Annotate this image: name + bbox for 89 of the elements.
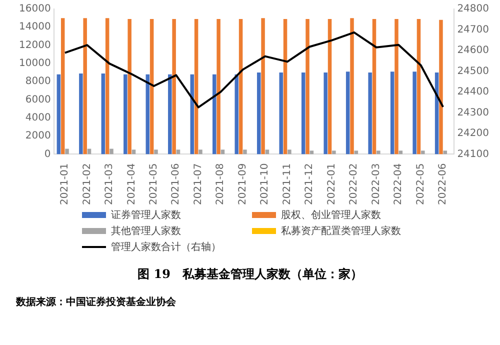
bar: [132, 150, 136, 154]
bar: [346, 72, 350, 154]
x-tick-label: 2021-03: [104, 163, 116, 206]
x-tick-label: 2021-06: [170, 163, 182, 206]
bar: [390, 72, 394, 154]
bar: [283, 18, 288, 154]
bar: [146, 74, 150, 154]
bar: [56, 74, 61, 154]
bar: [439, 20, 443, 154]
bar: [261, 18, 265, 154]
x-tick-label: 2021-11: [282, 163, 293, 206]
x-tick-label: 2021-09: [237, 163, 248, 206]
bar: [83, 18, 87, 154]
bar: [372, 18, 376, 154]
x-tick-label: 2021-01: [60, 163, 71, 206]
x-tick-label: 2022-02: [348, 163, 360, 206]
x-tick-label: 2022-01: [326, 163, 338, 206]
bar: [288, 150, 292, 154]
bar: [79, 73, 83, 154]
x-tick-label: 2022-05: [415, 163, 426, 206]
bar: [220, 150, 225, 154]
y2-tick-label: 24700: [457, 24, 489, 36]
bar: [101, 73, 106, 154]
x-tick-label: 2021-12: [304, 163, 316, 206]
x-tick-label: 2021-07: [192, 163, 204, 206]
bar: [324, 72, 328, 154]
x-tick-label: 2022-06: [438, 163, 449, 206]
bar: [243, 150, 247, 154]
bar: [328, 18, 332, 154]
y-tick-label: 14000: [19, 22, 51, 33]
y-tick-label: 0: [44, 148, 51, 160]
legend-label: 其他管理人家数: [110, 224, 182, 238]
y2-tick-label: 24200: [457, 128, 489, 140]
bar: [301, 72, 306, 154]
legend-label: 股权、创业管理人家数: [280, 208, 382, 222]
bar: [198, 150, 202, 154]
y2-tick-label: 24100: [457, 148, 489, 160]
bar: [256, 72, 261, 154]
bar: [234, 74, 238, 154]
bar: [279, 72, 283, 154]
y-tick-label: 8000: [25, 76, 51, 88]
y-tick-label: 12000: [19, 40, 51, 51]
bar: [238, 18, 243, 154]
bar: [105, 18, 110, 154]
bar: [216, 18, 220, 154]
bar: [194, 18, 198, 154]
legend-label: 证券管理人家数: [110, 208, 182, 222]
y-tick-label: 2000: [25, 130, 51, 142]
bar: [154, 150, 158, 154]
x-tick-label: 2022-04: [393, 163, 404, 206]
x-tick-label: 2021-05: [148, 163, 160, 206]
bar: [65, 148, 69, 154]
x-tick-label: 2021-08: [215, 163, 226, 206]
y-tick-label: 10000: [19, 58, 51, 70]
bar: [172, 18, 176, 154]
bar: [60, 18, 65, 154]
bar: [368, 72, 372, 154]
y2-tick-label: 24800: [457, 4, 489, 15]
source-note: 数据来源：中国证券投资基金业协会: [16, 296, 177, 309]
y2-tick-label: 24400: [457, 86, 489, 98]
legend-label: 私募资产配置类管理人家数: [280, 224, 402, 238]
bar: [412, 72, 416, 154]
bar: [421, 150, 425, 154]
y-tick-label: 16000: [19, 4, 51, 15]
x-tick-label: 2021-04: [126, 163, 138, 206]
bar: [110, 148, 114, 154]
x-tick-label: 2022-03: [370, 163, 382, 206]
text: 图 19 私募基金管理人家数（单位：家）: [136, 266, 364, 283]
bar: [306, 18, 310, 154]
bar: [150, 18, 154, 154]
y2-tick-label: 24600: [457, 45, 489, 56]
x-tick-label: 2021-10: [260, 163, 271, 206]
bar: [416, 18, 421, 154]
bar: [394, 18, 398, 154]
bar: [376, 150, 380, 154]
y-tick-label: 6000: [25, 94, 51, 106]
bar: [332, 150, 336, 154]
bar: [128, 18, 132, 154]
bar: [124, 74, 128, 154]
bar: [176, 150, 180, 154]
y2-tick-label: 24300: [457, 107, 489, 118]
bar: [212, 74, 216, 154]
x-tick-label: 2021-02: [82, 163, 93, 206]
bar: [350, 18, 354, 154]
legend-label: 管理人家数合计（右轴）: [110, 240, 222, 254]
y-tick-label: 4000: [25, 112, 51, 124]
bar: [168, 74, 172, 154]
bar: [265, 150, 270, 154]
y2-tick-label: 24500: [457, 66, 489, 77]
